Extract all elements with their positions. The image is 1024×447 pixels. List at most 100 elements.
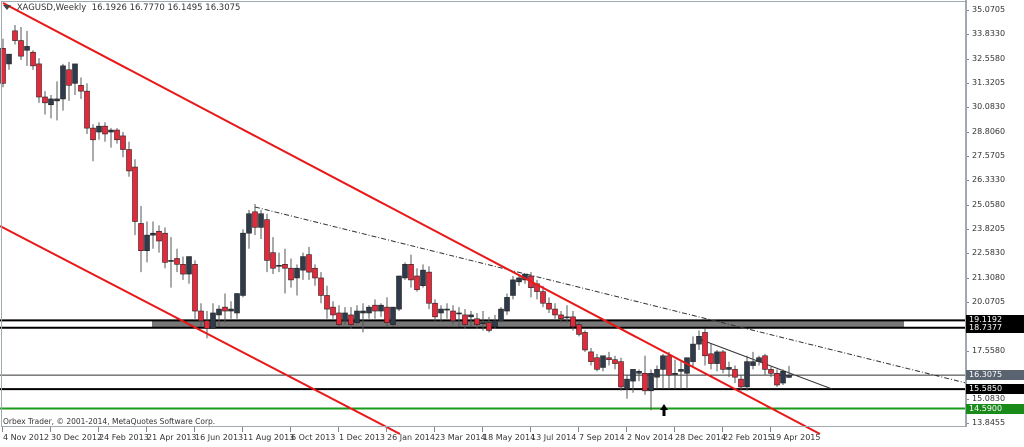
candle-body	[696, 336, 702, 345]
candle-body	[24, 46, 30, 51]
x-tick-label: 16 Jun 2013	[195, 433, 244, 442]
y-tick-label: 30.0830	[972, 102, 1006, 112]
x-tick	[482, 427, 483, 432]
candle	[744, 355, 750, 391]
candle	[342, 307, 348, 325]
candle-body	[456, 312, 462, 315]
candle	[498, 307, 504, 323]
candle-body	[774, 372, 780, 386]
candle-body	[264, 219, 270, 261]
candle	[294, 264, 300, 296]
candle-body	[270, 252, 276, 269]
candle-body	[360, 310, 366, 314]
y-tick-label: 26.3330	[972, 175, 1006, 185]
candle-body	[150, 232, 156, 236]
candle-body	[462, 314, 468, 325]
dropdown-triangle-icon[interactable]	[3, 5, 11, 10]
candle	[36, 58, 42, 103]
candle	[108, 128, 114, 148]
horizontal-levels[interactable]	[0, 319, 966, 410]
candle-body	[630, 369, 636, 382]
candle-body	[606, 357, 612, 360]
candle-body	[378, 304, 384, 312]
candle-body	[312, 267, 318, 279]
candle-body	[504, 297, 510, 312]
candle	[18, 26, 24, 61]
candle-body	[168, 260, 174, 262]
candle-body	[162, 232, 168, 263]
candle-body	[228, 308, 234, 312]
candle	[588, 347, 594, 366]
candle	[474, 312, 480, 329]
candle	[300, 252, 306, 280]
x-tick-label: 2 Nov 2014	[627, 433, 674, 442]
candle	[366, 305, 372, 319]
trendlines[interactable]	[254, 206, 967, 390]
candle-body	[276, 265, 282, 267]
candle-body	[96, 125, 102, 133]
candle-body	[246, 213, 252, 234]
candle-body	[582, 332, 588, 351]
candle	[618, 357, 624, 391]
candle	[246, 209, 252, 249]
candle	[144, 221, 150, 263]
candle-body	[432, 302, 438, 318]
candle-body	[660, 355, 666, 370]
candle-body	[594, 357, 600, 370]
candle-body	[186, 256, 192, 275]
candle	[360, 303, 366, 333]
candle-body	[78, 85, 84, 92]
candle-body	[0, 48, 6, 84]
candle	[720, 349, 726, 374]
candle-body	[762, 355, 768, 370]
candle	[678, 361, 684, 389]
candle-body	[702, 332, 708, 357]
candle-body	[126, 149, 132, 172]
candle	[150, 221, 156, 249]
candle-body	[66, 69, 72, 86]
candle	[384, 297, 390, 327]
candle-body	[648, 372, 654, 392]
candle	[702, 328, 708, 366]
x-tick-label: 6 Oct 2013	[291, 433, 336, 442]
candle	[288, 258, 294, 288]
x-tick	[242, 427, 243, 432]
candle	[780, 369, 786, 385]
candle-body	[414, 275, 420, 290]
candle	[396, 275, 402, 312]
x-tick-label: 22 Feb 2015	[723, 433, 773, 442]
candle	[414, 268, 420, 292]
candle-body	[588, 351, 594, 362]
x-tick-label: 26 Jan 2014	[387, 433, 435, 442]
y-tick-label: 32.5580	[972, 53, 1006, 63]
candle-body	[204, 320, 210, 329]
chart-title: XAGUSD,Weekly 16.1926 16.7770 16.1495 16…	[3, 3, 240, 13]
candle	[594, 353, 600, 372]
dashed-trendline[interactable]	[254, 206, 967, 384]
candle-body	[612, 359, 618, 364]
candle	[372, 299, 378, 319]
candle	[234, 293, 240, 319]
channel-upper-line[interactable]	[2, 2, 821, 435]
candle	[72, 63, 78, 96]
x-tick	[530, 427, 531, 432]
candle-body	[54, 98, 60, 102]
candle-body	[12, 30, 18, 41]
candle	[462, 309, 468, 329]
candle-body	[720, 351, 726, 370]
candle	[6, 53, 12, 70]
x-tick-label: 28 Dec 2014	[675, 433, 727, 442]
candle	[546, 297, 552, 313]
x-tick-label: 18 May 2014	[483, 433, 536, 442]
candle-body	[222, 306, 228, 312]
price-tag-price: 16.3075	[966, 370, 1024, 381]
candle	[216, 305, 222, 327]
candle	[690, 336, 696, 368]
candle-body	[84, 90, 90, 129]
price-channel[interactable]	[0, 2, 821, 435]
y-tick-label: 22.5830	[972, 247, 1006, 257]
channel-lower-line[interactable]	[0, 225, 401, 435]
y-tick	[965, 131, 969, 133]
